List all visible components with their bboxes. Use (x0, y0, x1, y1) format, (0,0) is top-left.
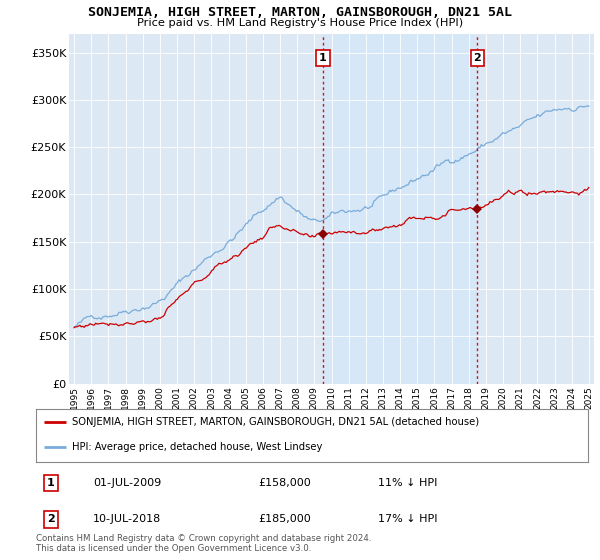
Text: HPI: Average price, detached house, West Lindsey: HPI: Average price, detached house, West… (72, 442, 322, 452)
Text: £185,000: £185,000 (258, 515, 311, 524)
Text: Price paid vs. HM Land Registry's House Price Index (HPI): Price paid vs. HM Land Registry's House … (137, 18, 463, 29)
Text: 17% ↓ HPI: 17% ↓ HPI (378, 515, 437, 524)
Text: £158,000: £158,000 (258, 478, 311, 488)
Text: 1: 1 (47, 478, 55, 488)
Bar (323, 34, 478, 384)
Text: SONJEMIA, HIGH STREET, MARTON, GAINSBOROUGH, DN21 5AL (detached house): SONJEMIA, HIGH STREET, MARTON, GAINSBORO… (72, 417, 479, 427)
Text: 11% ↓ HPI: 11% ↓ HPI (378, 478, 437, 488)
Text: 2: 2 (473, 53, 481, 63)
Text: 2: 2 (47, 515, 55, 524)
Text: SONJEMIA, HIGH STREET, MARTON, GAINSBOROUGH, DN21 5AL: SONJEMIA, HIGH STREET, MARTON, GAINSBORO… (88, 6, 512, 18)
Text: 01-JUL-2009: 01-JUL-2009 (93, 478, 161, 488)
Text: 10-JUL-2018: 10-JUL-2018 (93, 515, 161, 524)
Text: Contains HM Land Registry data © Crown copyright and database right 2024.
This d: Contains HM Land Registry data © Crown c… (36, 534, 371, 553)
Text: 1: 1 (319, 53, 327, 63)
